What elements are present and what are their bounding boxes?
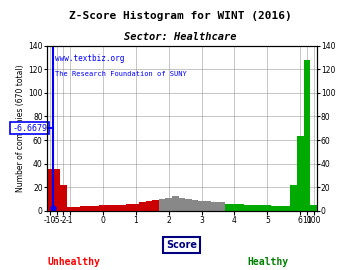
Bar bbox=[238, 204, 244, 211]
Bar bbox=[205, 201, 211, 211]
Y-axis label: Number of companies (670 total): Number of companies (670 total) bbox=[16, 65, 25, 192]
Bar bbox=[192, 200, 198, 211]
Text: www.textbiz.org: www.textbiz.org bbox=[55, 54, 124, 63]
Bar bbox=[291, 185, 297, 211]
Bar bbox=[93, 206, 99, 211]
Bar bbox=[211, 202, 218, 211]
Bar bbox=[185, 199, 192, 211]
Bar bbox=[126, 204, 132, 211]
Bar bbox=[225, 204, 231, 211]
Bar bbox=[218, 202, 225, 211]
Bar bbox=[244, 205, 251, 211]
Bar bbox=[99, 205, 106, 211]
Bar bbox=[172, 197, 179, 211]
Bar bbox=[80, 206, 86, 211]
Bar bbox=[303, 60, 310, 211]
Bar bbox=[271, 206, 277, 211]
Bar bbox=[152, 200, 159, 211]
Bar bbox=[165, 198, 172, 211]
Bar bbox=[277, 206, 284, 211]
Bar bbox=[159, 199, 165, 211]
Text: Unhealthy: Unhealthy bbox=[48, 257, 100, 267]
Bar bbox=[179, 198, 185, 211]
Bar bbox=[198, 201, 205, 211]
Bar bbox=[251, 205, 257, 211]
Bar bbox=[86, 206, 93, 211]
Bar bbox=[145, 201, 152, 211]
Bar bbox=[53, 170, 60, 211]
Text: -6.6679: -6.6679 bbox=[12, 124, 47, 133]
Text: Sector: Healthcare: Sector: Healthcare bbox=[124, 32, 236, 42]
Text: Score: Score bbox=[166, 240, 197, 250]
Text: The Research Foundation of SUNY: The Research Foundation of SUNY bbox=[55, 71, 186, 77]
Bar bbox=[67, 207, 73, 211]
Bar bbox=[60, 185, 67, 211]
Bar bbox=[139, 202, 145, 211]
Bar bbox=[132, 204, 139, 211]
Bar bbox=[113, 205, 119, 211]
Bar bbox=[264, 205, 271, 211]
Bar bbox=[47, 170, 53, 211]
Bar bbox=[231, 204, 238, 211]
Bar bbox=[310, 205, 317, 211]
Bar bbox=[119, 205, 126, 211]
Text: Z-Score Histogram for WINT (2016): Z-Score Histogram for WINT (2016) bbox=[69, 11, 291, 21]
Bar bbox=[106, 205, 113, 211]
Bar bbox=[73, 207, 80, 211]
Bar bbox=[284, 206, 291, 211]
Bar bbox=[297, 137, 303, 211]
Text: Healthy: Healthy bbox=[248, 257, 289, 267]
Bar bbox=[257, 205, 264, 211]
